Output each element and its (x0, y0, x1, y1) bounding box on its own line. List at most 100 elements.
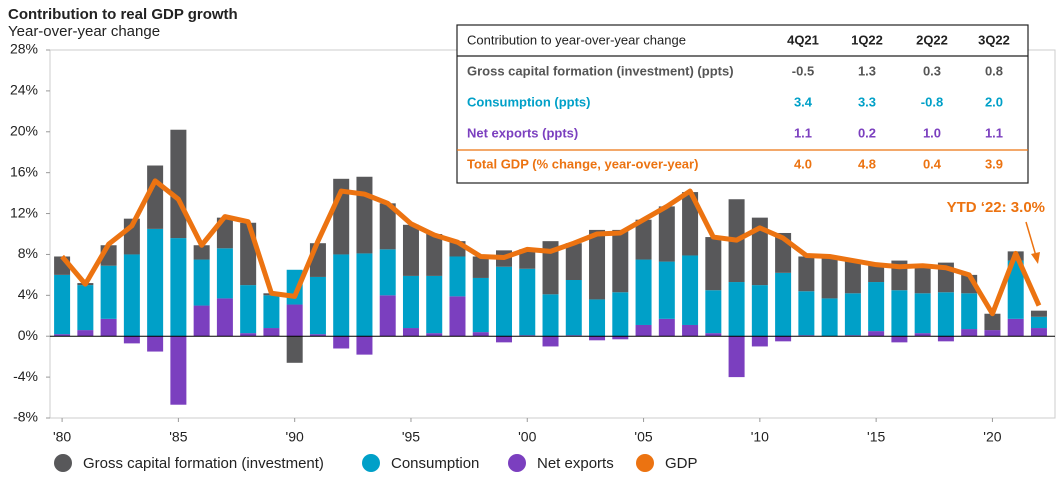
gdp-line (60, 178, 1042, 317)
bar-segment (542, 241, 559, 295)
arrow-head (1031, 252, 1040, 264)
bar-segment (705, 237, 722, 291)
bar-segment (170, 238, 187, 337)
y-tick-label: 8% (18, 245, 38, 261)
bar-segment (309, 276, 326, 335)
table-cell: 0.3 (923, 63, 941, 78)
bar-segment (379, 249, 396, 296)
bar-segment (240, 285, 257, 334)
bar-segment (193, 259, 210, 306)
bar-segment (705, 290, 722, 334)
bar-segment (728, 336, 745, 378)
bar-segment (937, 336, 954, 342)
bar-segment (519, 335, 536, 337)
bar-segment (472, 277, 489, 333)
x-tick-label: '10 (751, 429, 769, 445)
bar-segment (612, 292, 629, 337)
table-cell: 1.1 (794, 125, 812, 140)
bar-segment (286, 336, 303, 363)
bar-segment (844, 335, 861, 337)
bar-segment (914, 265, 931, 294)
bar-segment (286, 304, 303, 337)
bar-segment (472, 256, 489, 278)
bar-segment (77, 330, 94, 337)
bar-segment (728, 282, 745, 337)
x-tick-label: '80 (53, 429, 71, 445)
bar-segment (216, 248, 233, 299)
bar-segment (961, 329, 978, 337)
bar-segment (193, 245, 210, 260)
bar-segment (496, 336, 513, 343)
bar-segment (682, 324, 699, 337)
bar-segment (77, 285, 94, 331)
bar-segment (868, 331, 885, 337)
bar-segment (402, 224, 419, 276)
bar-segment (844, 260, 861, 294)
table-cell: 0.2 (858, 125, 876, 140)
table-cell: Consumption (ppts) (467, 94, 590, 109)
bar-segment (589, 229, 606, 300)
x-tick-label: '85 (169, 429, 187, 445)
bar-segment (426, 234, 443, 276)
bar-segment (984, 313, 1001, 331)
table-header: 2Q22 (916, 32, 948, 47)
bar-segment (356, 253, 373, 337)
chart-title: Contribution to real GDP growth (8, 6, 238, 23)
bar-segment (565, 243, 582, 280)
bar-segment (402, 328, 419, 337)
table-header: 3Q22 (978, 32, 1010, 47)
bar-segment (519, 268, 536, 336)
bar-segment (309, 334, 326, 337)
bar-segment (751, 285, 768, 337)
bar-segment (379, 295, 396, 337)
bar-segment (263, 295, 280, 329)
x-tick-label: '15 (867, 429, 885, 445)
table-cell: 4.0 (794, 156, 812, 171)
bar-segment (682, 255, 699, 325)
table-frame (456, 24, 1029, 184)
bar-segment (751, 336, 768, 347)
bar-segment (612, 229, 629, 293)
table-header: Contribution to year-over-year change (467, 32, 686, 47)
bar-segment (658, 261, 675, 319)
x-tick-label: '20 (983, 429, 1001, 445)
y-tick-label: 16% (10, 163, 38, 179)
bar-segment (868, 282, 885, 332)
table-cell: Total GDP (% change, year-over-year) (467, 156, 698, 171)
bar-segment (426, 275, 443, 334)
bar-segment (542, 294, 559, 337)
y-tick-label: -8% (13, 409, 38, 425)
bar-segment (751, 217, 768, 286)
legend-label: Consumption (391, 455, 479, 472)
table-cell: -0.8 (921, 94, 943, 109)
legend-label: Gross capital formation (investment) (83, 455, 324, 472)
bar-segment (658, 318, 675, 337)
bar-segment (635, 219, 652, 260)
bar-segment (891, 290, 908, 337)
y-tick-label: 24% (10, 82, 38, 98)
bar-segment (216, 298, 233, 337)
bar-segment (54, 334, 71, 337)
bar-segment (240, 333, 257, 337)
bar-segment (356, 176, 373, 254)
bar-segment (449, 256, 466, 297)
bar-segment (100, 318, 117, 337)
table-cell: -0.5 (792, 63, 814, 78)
bar-segment (798, 335, 815, 337)
bar-segment (123, 254, 140, 337)
annotation: YTD ‘22: 3.0% (947, 199, 1045, 216)
legend-swatch (508, 454, 526, 472)
x-tick-label: '05 (634, 429, 652, 445)
bar-segment (1030, 328, 1047, 337)
bar-segment (263, 328, 280, 337)
legend-swatch (54, 454, 72, 472)
y-tick-label: 4% (18, 286, 38, 302)
y-tick-label: 28% (10, 41, 38, 57)
bar-segment (868, 263, 885, 283)
y-tick-label: 0% (18, 327, 38, 343)
bar-segment (402, 275, 419, 329)
bar-segment (635, 259, 652, 325)
bar-segment (356, 336, 373, 355)
table-header: 1Q22 (851, 32, 883, 47)
